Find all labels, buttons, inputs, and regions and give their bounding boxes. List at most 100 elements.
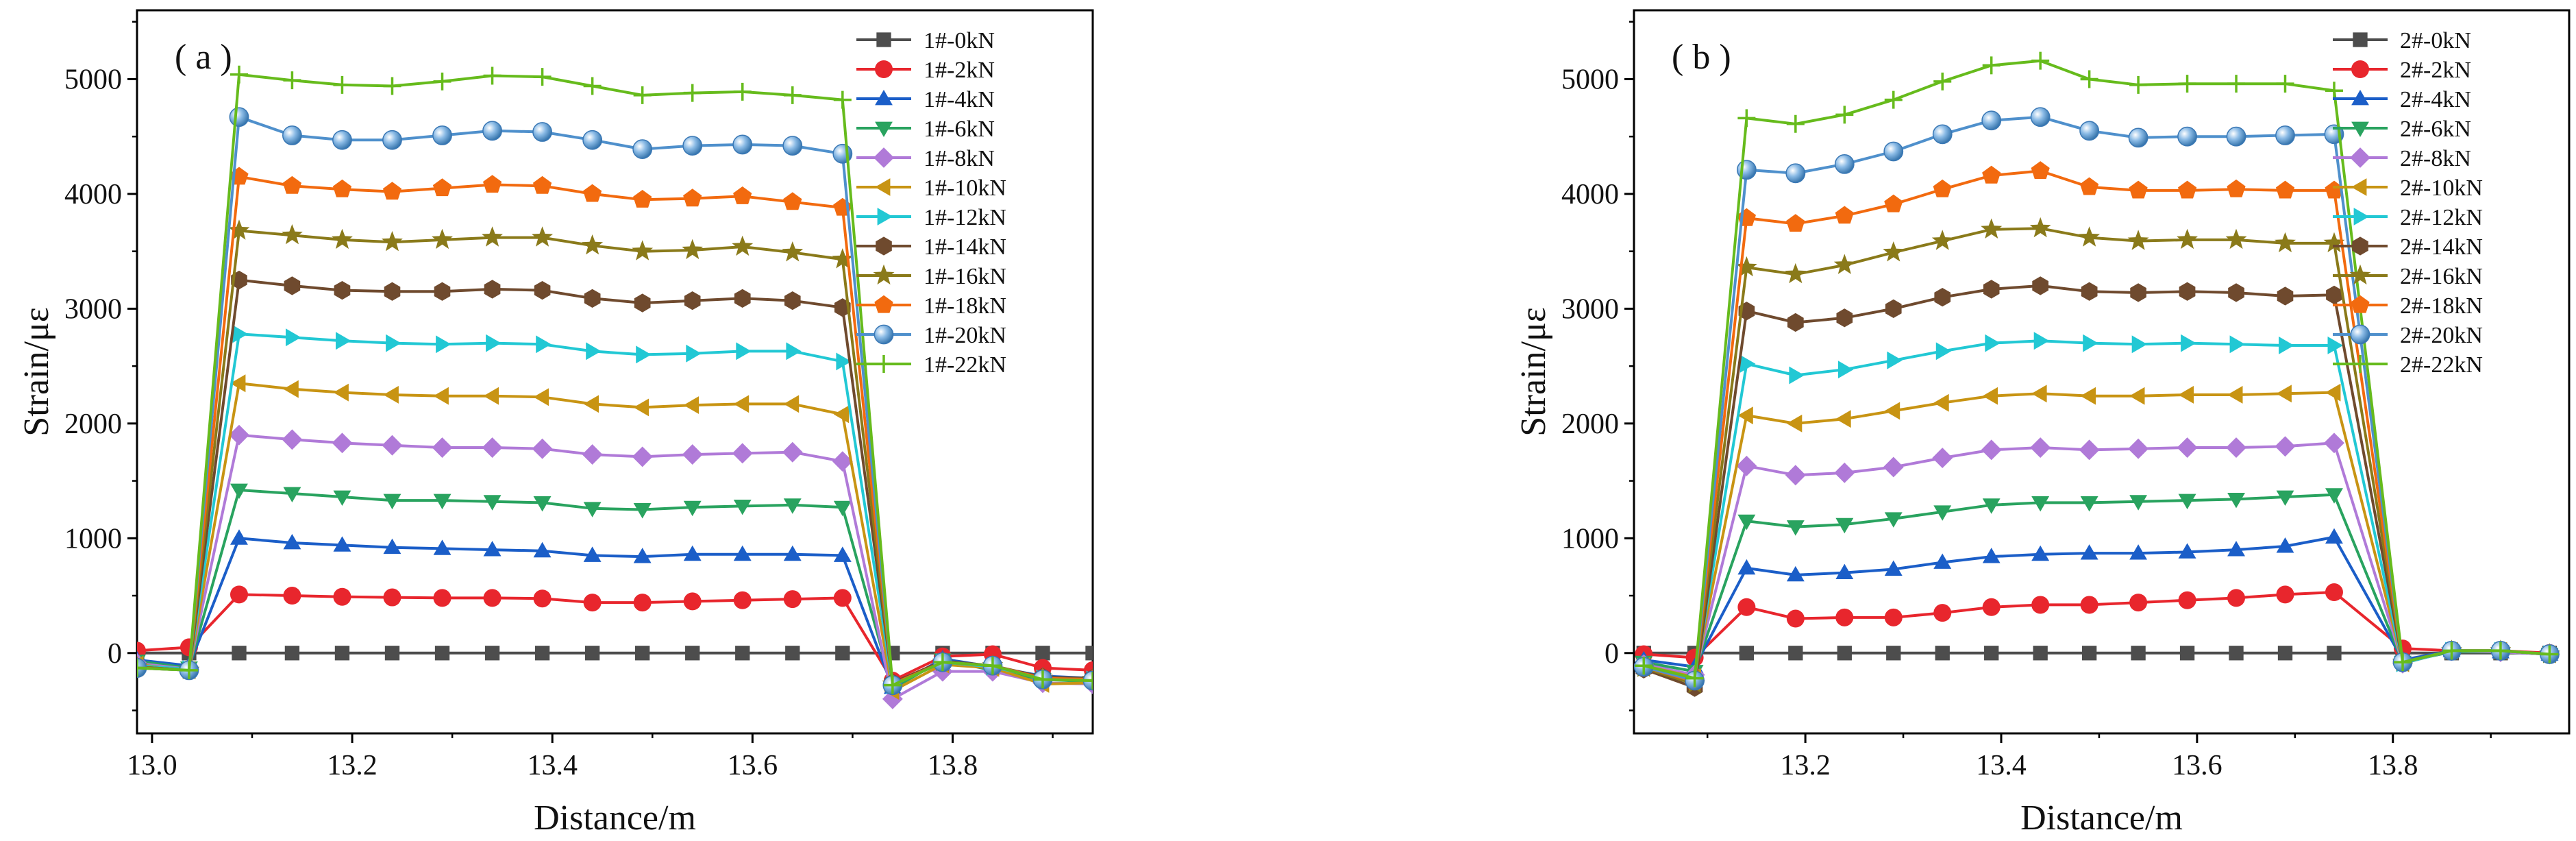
data-point [2276,585,2294,604]
data-point [782,441,803,463]
data-point [2275,232,2296,253]
data-point [1886,646,1901,661]
data-point [2033,646,2048,661]
series-1-22kn [137,65,1093,694]
data-point [536,335,552,354]
legend-marker [2351,90,2369,106]
legend-item-1-22kn: 1#-22kN [856,352,1006,378]
series-2-22kn [1635,51,2559,687]
legend-label: 1#-20kN [924,323,1006,348]
legend-marker [2353,208,2369,226]
data-point [1786,214,1805,232]
series-2-6kn [1635,488,2559,681]
data-point [333,536,351,552]
data-point [633,548,652,563]
data-point [786,342,802,361]
data-point [833,90,852,109]
data-point [2276,490,2294,506]
data-point [2031,51,2050,70]
data-point [483,66,501,85]
legend-item-1-8kn: 1#-8kN [856,146,995,171]
legend-item-2-8kn: 2#-8kN [2333,146,2471,171]
data-point [632,139,653,160]
data-point [2080,596,2098,614]
data-point [229,107,249,127]
data-point [2081,646,2097,661]
x-tick-label: 13.8 [928,750,978,781]
data-point [734,289,751,308]
x-axis-title: Distance/m [2020,799,2183,838]
legend-marker [874,295,893,313]
legend-marker [875,60,893,78]
data-point [1981,439,2002,461]
data-point [2029,217,2051,238]
legend-marker [874,147,894,168]
data-point [733,82,752,101]
x-tick-label: 13.2 [1780,750,1831,781]
data-point [333,587,351,606]
data-point [332,179,352,197]
legend-label: 1#-12kN [924,205,1006,230]
data-point [2129,180,2148,199]
data-point [1635,657,1653,675]
data-point [230,65,248,84]
data-point [683,396,699,414]
legend-item-1-12kn: 1#-12kN [856,205,1006,230]
legend-marker [875,121,893,137]
legend-item-1-4kn: 1#-4kN [856,87,995,112]
y-tick-label: 3000 [64,293,122,325]
legend-marker [875,178,891,196]
data-point [633,503,652,519]
data-point [484,646,500,661]
legend-label: 1#-14kN [924,234,1006,260]
data-point [1737,514,1756,531]
legend-item-1-2kn: 1#-2kN [856,58,995,83]
data-point [783,395,800,413]
data-point [2279,337,2294,354]
data-point [2177,437,2198,458]
data-point [2228,283,2244,302]
data-point [286,328,301,347]
x-tick-label: 13.6 [728,750,778,781]
y-axis-title: Strain/με [17,307,56,436]
data-point [284,276,301,295]
data-point [683,545,702,561]
data-point [432,437,453,458]
data-point [832,451,853,472]
data-point [1085,646,1093,661]
data-point [1982,498,2001,514]
data-point [533,175,552,194]
series-1-2kn [137,585,1093,690]
data-point [2227,541,2245,557]
series-1-4kn [137,529,1093,694]
data-point [633,594,652,612]
data-point [1933,604,1952,622]
data-point [1685,669,1704,687]
legend-marker [2351,178,2367,196]
data-point [685,646,700,661]
data-point [284,646,300,661]
data-point [2131,646,2146,661]
legend-label: 1#-0kN [924,28,995,53]
legend-item-1-0kn: 1#-0kN [856,28,995,53]
data-point [1985,334,2001,352]
legend-item-2-2kn: 2#-2kN [2333,58,2471,83]
data-point [1786,414,1803,432]
data-point [883,676,902,694]
data-point [433,589,451,607]
y-tick-label: 2000 [64,409,122,440]
data-point [782,136,803,156]
data-point [384,646,400,661]
data-point [632,446,653,467]
data-point [483,541,501,557]
data-point [2394,653,2412,672]
data-point [1982,387,1998,405]
data-point [2325,180,2344,199]
legend-item-2-0kn: 2#-0kN [2333,28,2471,53]
data-point [836,352,852,371]
data-point [1981,110,2002,131]
data-point [282,125,302,145]
data-point [684,291,701,310]
data-point [633,86,652,104]
data-point [583,77,602,95]
